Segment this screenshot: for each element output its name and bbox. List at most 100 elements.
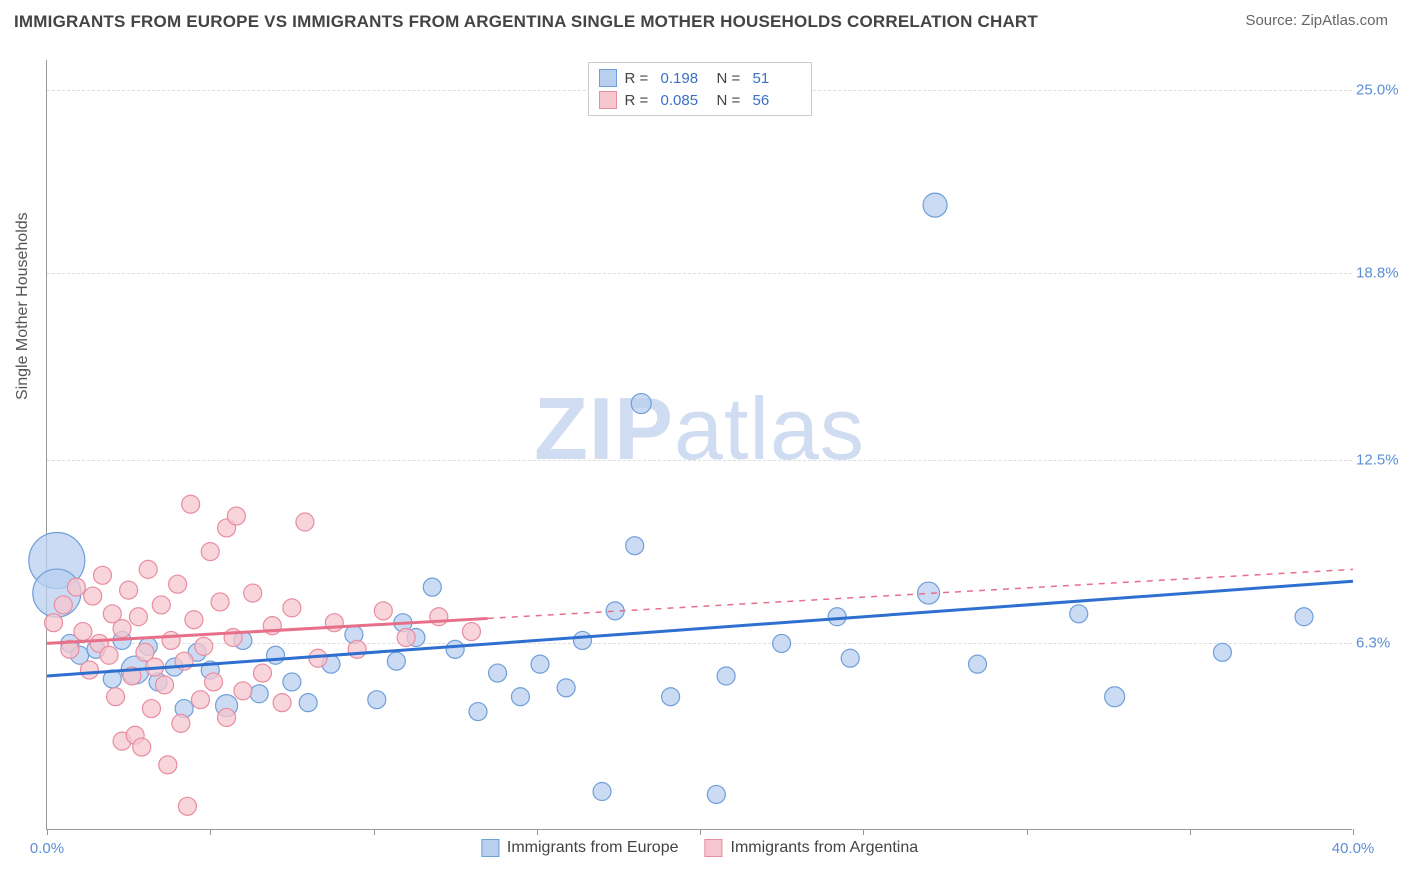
data-point [152,596,170,614]
source-label: Source: ZipAtlas.com [1245,12,1388,29]
data-point [191,691,209,709]
data-point [573,631,591,649]
legend-bottom-item: Immigrants from Argentina [704,839,918,857]
legend-top-row: R =0.198N =51 [599,67,801,89]
data-point [169,575,187,593]
data-point [1295,608,1313,626]
data-point [1105,687,1125,707]
legend-n-value: 51 [753,70,801,87]
data-point [368,691,386,709]
data-point [511,688,529,706]
data-point [423,578,441,596]
data-point [80,661,98,679]
data-point [531,655,549,673]
legend-top: R =0.198N =51R =0.085N =56 [588,62,812,116]
data-point [469,703,487,721]
legend-r-label: R = [625,70,653,87]
x-tick-mark [1353,829,1354,835]
data-point [234,682,252,700]
data-point [113,620,131,638]
x-tick-mark [1190,829,1191,835]
legend-top-row: R =0.085N =56 [599,89,801,111]
x-tick-mark [210,829,211,835]
legend-swatch [704,839,722,857]
data-point [267,646,285,664]
x-tick-mark [537,829,538,835]
legend-series-label: Immigrants from Argentina [730,839,918,857]
data-point [156,676,174,694]
y-tick-label: 6.3% [1356,635,1406,652]
data-point [162,631,180,649]
data-point [107,688,125,706]
data-point [205,673,223,691]
data-point [100,646,118,664]
data-point [631,394,651,414]
data-point [273,694,291,712]
data-point [227,507,245,525]
data-point [218,708,236,726]
x-tick-mark [1027,829,1028,835]
legend-swatch [599,91,617,109]
data-point [185,611,203,629]
data-point [54,596,72,614]
plot-area: ZIPatlas 6.3%12.5%18.8%25.0% R =0.198N =… [46,60,1352,830]
data-point [195,637,213,655]
data-point [244,584,262,602]
data-point [397,629,415,647]
legend-n-label: N = [717,92,745,109]
x-tick-label: 0.0% [30,840,64,857]
data-point [1213,643,1231,661]
data-point [348,640,366,658]
data-point [1070,605,1088,623]
data-point [717,667,735,685]
y-tick-label: 12.5% [1356,451,1406,468]
x-tick-label: 40.0% [1332,840,1375,857]
chart-title: IMMIGRANTS FROM EUROPE VS IMMIGRANTS FRO… [14,12,1038,32]
y-axis-label: Single Mother Households [14,212,32,400]
data-point [923,193,947,217]
data-point [773,634,791,652]
x-tick-mark [700,829,701,835]
data-point [201,543,219,561]
data-point [120,581,138,599]
data-point [172,714,190,732]
data-point [133,738,151,756]
legend-n-label: N = [717,70,745,87]
data-point [67,578,85,596]
data-point [296,513,314,531]
data-point [139,560,157,578]
data-point [253,664,271,682]
data-point [593,783,611,801]
x-tick-mark [374,829,375,835]
data-point [45,614,63,632]
legend-bottom: Immigrants from Europe Immigrants from Ar… [481,839,918,857]
trend-line [47,581,1353,676]
data-point [211,593,229,611]
data-point [662,688,680,706]
data-point [969,655,987,673]
data-point [387,652,405,670]
data-point [84,587,102,605]
data-point [94,566,112,584]
data-point [462,623,480,641]
legend-r-value: 0.085 [661,92,709,109]
data-point [299,694,317,712]
x-tick-mark [47,829,48,835]
data-point [250,685,268,703]
data-point [374,602,392,620]
legend-bottom-item: Immigrants from Europe [481,839,679,857]
legend-series-label: Immigrants from Europe [507,839,679,857]
x-tick-mark [863,829,864,835]
data-point [557,679,575,697]
data-point [489,664,507,682]
legend-n-value: 56 [753,92,801,109]
legend-swatch [481,839,499,857]
y-tick-label: 25.0% [1356,81,1406,98]
chart-svg [47,60,1352,829]
data-point [159,756,177,774]
data-point [626,537,644,555]
data-point [446,640,464,658]
data-point [178,797,196,815]
legend-swatch [599,69,617,87]
data-point [283,599,301,617]
